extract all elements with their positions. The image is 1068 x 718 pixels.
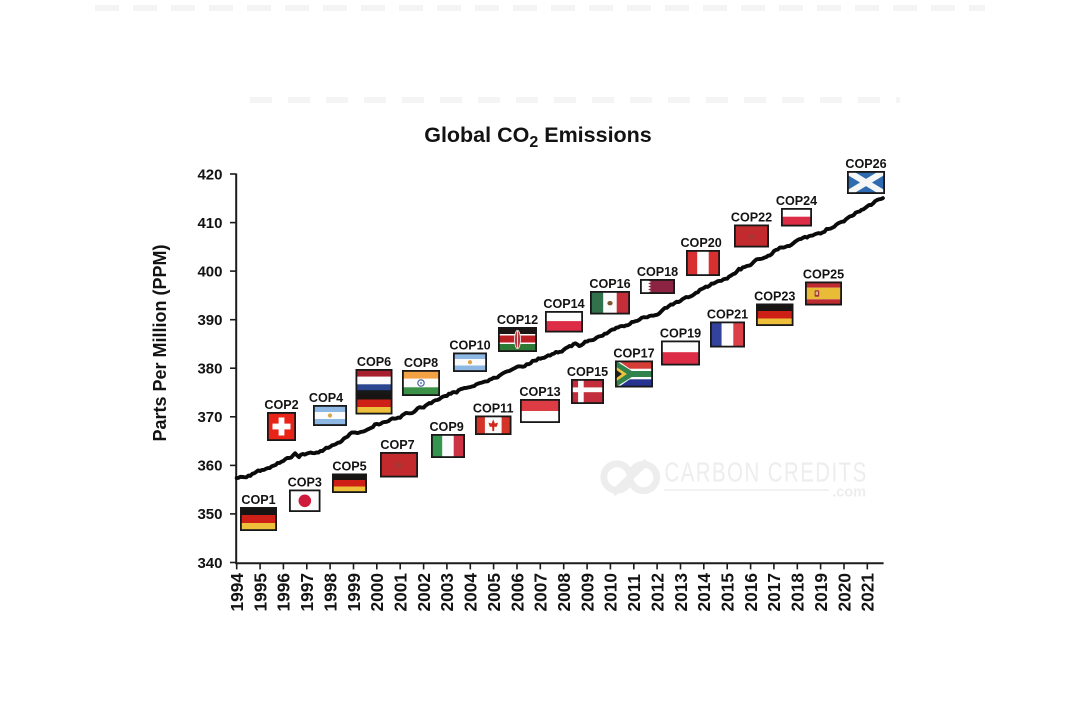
svg-text:340: 340 — [197, 555, 222, 572]
svg-text:.com: .com — [832, 485, 866, 501]
svg-text:CARBON CREDITS: CARBON CREDITS — [665, 458, 868, 489]
svg-text:COP10: COP10 — [449, 339, 490, 353]
svg-text:COP18: COP18 — [637, 265, 678, 279]
svg-text:COP8: COP8 — [404, 356, 438, 370]
svg-text:2019: 2019 — [811, 573, 831, 611]
svg-text:2007: 2007 — [531, 573, 551, 611]
svg-text:2021: 2021 — [858, 573, 878, 612]
svg-text:COP2: COP2 — [264, 398, 298, 412]
svg-text:380: 380 — [197, 361, 222, 378]
svg-text:COP15: COP15 — [567, 365, 608, 379]
svg-text:2009: 2009 — [577, 573, 597, 611]
svg-text:2020: 2020 — [834, 573, 854, 611]
svg-text:COP21: COP21 — [707, 308, 748, 322]
svg-text:2004: 2004 — [461, 573, 481, 612]
svg-text:420: 420 — [197, 166, 222, 183]
svg-text:2018: 2018 — [788, 573, 808, 612]
svg-text:COP9: COP9 — [429, 420, 463, 434]
svg-text:1995: 1995 — [250, 573, 270, 612]
svg-text:Parts Per Million (PPM): Parts Per Million (PPM) — [150, 244, 170, 441]
svg-text:2002: 2002 — [414, 573, 434, 611]
svg-text:COP7: COP7 — [380, 438, 414, 452]
svg-text:1999: 1999 — [344, 573, 364, 611]
svg-text:COP12: COP12 — [497, 313, 538, 327]
svg-text:COP11: COP11 — [473, 402, 514, 416]
svg-text:2001: 2001 — [391, 573, 411, 612]
svg-text:COP3: COP3 — [288, 476, 322, 490]
svg-text:2008: 2008 — [554, 573, 574, 612]
svg-text:400: 400 — [197, 263, 222, 280]
svg-text:350: 350 — [197, 506, 222, 523]
svg-text:2015: 2015 — [718, 573, 738, 612]
svg-text:COP22: COP22 — [731, 211, 772, 225]
svg-text:1998: 1998 — [320, 573, 340, 612]
svg-text:2013: 2013 — [671, 573, 691, 611]
svg-text:COP6: COP6 — [357, 355, 391, 369]
svg-text:2005: 2005 — [484, 573, 504, 612]
svg-text:1996: 1996 — [274, 573, 294, 611]
svg-text:COP23: COP23 — [754, 290, 795, 304]
svg-text:2010: 2010 — [601, 573, 621, 611]
svg-text:COP20: COP20 — [680, 236, 721, 250]
svg-text:410: 410 — [197, 215, 222, 232]
svg-text:COP1: COP1 — [241, 493, 275, 507]
svg-text:2016: 2016 — [741, 573, 761, 611]
svg-text:COP13: COP13 — [519, 385, 560, 399]
svg-text:370: 370 — [197, 409, 222, 426]
svg-text:COP24: COP24 — [776, 194, 817, 208]
svg-text:Global CO2 Emissions: Global CO2 Emissions — [424, 123, 652, 151]
svg-text:COP4: COP4 — [309, 391, 343, 405]
svg-text:360: 360 — [197, 458, 222, 475]
svg-text:COP5: COP5 — [332, 460, 366, 474]
svg-text:390: 390 — [197, 312, 222, 329]
svg-text:2000: 2000 — [367, 573, 387, 611]
svg-text:2014: 2014 — [694, 573, 714, 612]
svg-text:COP26: COP26 — [845, 157, 886, 171]
svg-text:COP14: COP14 — [543, 297, 584, 311]
svg-text:COP16: COP16 — [589, 277, 630, 291]
svg-text:COP19: COP19 — [660, 327, 701, 341]
svg-text:2003: 2003 — [437, 573, 457, 611]
svg-text:2012: 2012 — [647, 573, 667, 611]
svg-text:COP25: COP25 — [803, 268, 844, 282]
svg-text:2017: 2017 — [764, 573, 784, 611]
svg-text:1997: 1997 — [297, 573, 317, 611]
svg-text:2011: 2011 — [624, 574, 644, 612]
svg-text:COP17: COP17 — [613, 347, 654, 361]
svg-text:1994: 1994 — [227, 573, 247, 612]
svg-text:2006: 2006 — [507, 573, 527, 611]
